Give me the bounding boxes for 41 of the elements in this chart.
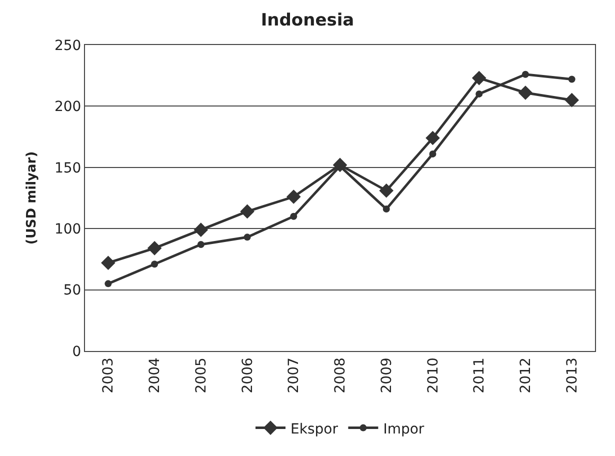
x-tick-label: 2010 [425, 358, 442, 394]
point [476, 90, 483, 98]
x-tick-label: 2003 [100, 358, 117, 394]
point [244, 234, 251, 241]
point [429, 150, 436, 158]
y-tick-label: 150 [54, 160, 82, 176]
y-tick-label: 250 [54, 38, 82, 54]
point [379, 184, 394, 198]
point [101, 256, 116, 270]
y-tick-label: 50 [63, 282, 82, 299]
x-tick-label: 2004 [147, 358, 164, 394]
x-tick-label: 2008 [332, 358, 349, 394]
point [194, 222, 208, 237]
y-tick-label: 200 [54, 99, 82, 116]
point [151, 260, 158, 268]
point [104, 280, 112, 288]
point [197, 241, 204, 248]
x-tick-label: 2011 [472, 358, 488, 394]
point [382, 206, 390, 213]
y-tick-label: 0 [72, 344, 82, 360]
point [472, 70, 486, 86]
point [518, 86, 533, 100]
y-tick-label: 100 [54, 222, 82, 238]
point [568, 76, 576, 83]
point [240, 204, 254, 219]
point [286, 190, 301, 204]
legend-label: Ekspor [290, 421, 338, 438]
x-tick-label: 2005 [193, 358, 210, 394]
point [147, 241, 162, 256]
x-tick-label: 2006 [240, 358, 256, 394]
chart-title: Indonesia [260, 10, 354, 31]
x-tick-label: 2013 [564, 358, 580, 394]
x-tick-label: 2009 [378, 358, 395, 394]
y-axis-title: (USD milyar) [24, 151, 40, 245]
point [290, 212, 298, 220]
point [522, 70, 529, 78]
point [426, 130, 440, 146]
legend-label: Impor [383, 421, 424, 438]
point [564, 92, 579, 108]
x-tick-label: 2007 [286, 358, 302, 394]
x-tick-label: 2012 [518, 358, 534, 394]
